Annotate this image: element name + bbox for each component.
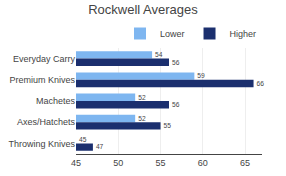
svg-text:Axes/Hatchets: Axes/Hatchets bbox=[17, 117, 76, 127]
svg-text:60: 60 bbox=[198, 158, 208, 168]
svg-text:55: 55 bbox=[156, 158, 166, 168]
svg-text:Everyday Carry: Everyday Carry bbox=[13, 54, 76, 64]
svg-text:47: 47 bbox=[96, 143, 104, 150]
svg-text:Premium Knives: Premium Knives bbox=[9, 75, 75, 85]
svg-text:Rockwell Averages: Rockwell Averages bbox=[88, 2, 198, 17]
svg-text:52: 52 bbox=[138, 115, 146, 122]
svg-text:52: 52 bbox=[138, 94, 146, 101]
svg-text:56: 56 bbox=[172, 101, 180, 108]
svg-text:55: 55 bbox=[164, 122, 172, 129]
svg-text:Throwing Knives: Throwing Knives bbox=[8, 139, 75, 149]
svg-text:Machetes: Machetes bbox=[36, 96, 76, 106]
svg-text:50: 50 bbox=[113, 158, 123, 168]
svg-text:59: 59 bbox=[197, 72, 205, 79]
svg-text:56: 56 bbox=[172, 59, 180, 66]
svg-text:Higher: Higher bbox=[230, 29, 257, 39]
svg-text:66: 66 bbox=[257, 80, 265, 87]
svg-text:45: 45 bbox=[79, 136, 87, 143]
svg-text:65: 65 bbox=[240, 158, 250, 168]
svg-text:Lower: Lower bbox=[160, 29, 185, 39]
svg-text:54: 54 bbox=[155, 51, 163, 58]
svg-text:45: 45 bbox=[71, 158, 81, 168]
